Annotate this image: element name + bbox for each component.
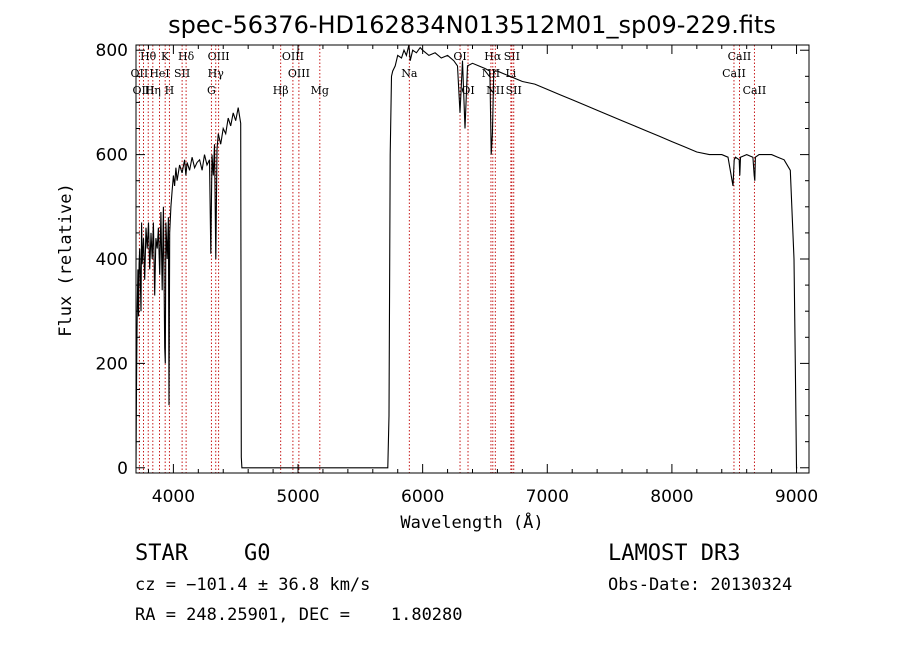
y-tick-label: 800: [96, 41, 128, 61]
spectral-line-label: OIII: [282, 50, 304, 63]
spectral-line-label: SII: [506, 84, 522, 97]
spectral-line-label: OII: [131, 67, 149, 80]
spectral-line-label: Hβ: [273, 84, 289, 97]
spectral-line-label: CaII: [722, 67, 746, 80]
chart-title: spec-56376-HD162834N013512M01_sp09-229.f…: [168, 11, 776, 39]
spectral-line-label: NII: [482, 67, 500, 80]
object-class: STAR: [135, 541, 189, 566]
x-tick-label: 5000: [276, 487, 319, 507]
spectral-line-label: K: [161, 50, 170, 63]
spectral-line-label: CaII: [728, 50, 752, 63]
spectral-line-label: CaII: [743, 84, 767, 97]
x-tick-label: 6000: [401, 487, 444, 507]
spectral-line-label: OIII: [208, 50, 230, 63]
survey-name: LAMOST DR3: [608, 541, 740, 566]
spectral-line-label: Li: [505, 67, 516, 80]
y-axis-label: Flux (relative): [56, 183, 76, 337]
spectral-line-label: HeI: [149, 67, 169, 80]
plot-frame: [135, 44, 810, 474]
y-tick-label: 200: [96, 354, 128, 374]
spectral-line-label: Na: [401, 67, 418, 80]
redshift-velocity: cz = −101.4 ± 36.8 km/s: [135, 575, 370, 595]
spectral-line-label: SII: [504, 50, 520, 63]
flux-series-line: [135, 44, 798, 469]
x-tick-label: 9000: [775, 487, 818, 507]
spectral-line-label: OIII: [288, 67, 310, 80]
spectral-line-label: OI: [453, 50, 466, 63]
y-tick-label: 0: [117, 459, 128, 479]
coordinates: RA = 248.25901, DEC = 1.80280: [135, 605, 463, 625]
y-tick-label: 600: [96, 146, 128, 166]
spectral-line-label: H: [165, 84, 175, 97]
spectral-line-label: Hδ: [178, 50, 195, 63]
spectral-line-label: OIII: [132, 84, 154, 97]
axis-ticks: 4000 5000 6000 7000 8000 9000 0 200 400 600 800: [96, 41, 819, 507]
y-tick-label: 400: [96, 250, 128, 270]
observation-date: Obs-Date: 20130324: [608, 575, 792, 595]
x-axis-label: Wavelength (Å): [400, 511, 543, 533]
spectral-line-label: Hθ: [140, 50, 157, 63]
spectral-line-label: Hγ: [208, 67, 225, 80]
x-tick-label: 4000: [152, 487, 195, 507]
spectral-line-label: SII: [174, 67, 190, 80]
object-subclass: G0: [244, 541, 271, 566]
spectral-line-label: Hη: [145, 84, 161, 97]
spectral-line-label: NII: [486, 84, 504, 97]
x-tick-label: 8000: [650, 487, 693, 507]
spectral-line-label: OI: [461, 84, 474, 97]
spectral-line-label: Hα: [484, 50, 502, 63]
spectral-line-label: G: [207, 84, 216, 97]
x-tick-label: 7000: [526, 487, 569, 507]
spectral-line-label: Mg: [311, 84, 329, 97]
